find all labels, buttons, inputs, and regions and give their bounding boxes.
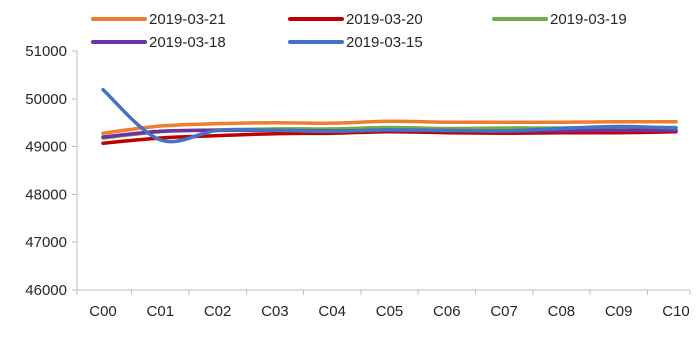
- series-lines: [101, 87, 678, 145]
- x-tick-label: C02: [204, 303, 232, 320]
- x-tick-label: C06: [433, 303, 461, 320]
- legend-label: 2019-03-15: [346, 34, 423, 51]
- x-tick-label: C10: [662, 303, 690, 320]
- x-tick-label: C04: [318, 303, 346, 320]
- legend-label: 2019-03-19: [550, 11, 627, 28]
- x-tick-label: C00: [89, 303, 117, 320]
- x-tick-label: C08: [548, 303, 576, 320]
- legend-label: 2019-03-20: [346, 11, 423, 28]
- x-tick-label: C03: [261, 303, 289, 320]
- x-tick-label: C01: [147, 303, 175, 320]
- y-tick-label: 51000: [25, 43, 67, 60]
- y-tick-label: 48000: [25, 186, 67, 203]
- y-tick-label: 49000: [25, 139, 67, 156]
- series-line-2019-03-15: [101, 87, 678, 144]
- legend-label: 2019-03-18: [149, 34, 226, 51]
- y-tick-label: 47000: [25, 234, 67, 251]
- y-tick-label: 50000: [25, 91, 67, 108]
- series-line-2019-03-21: [101, 119, 678, 135]
- axes: 46000 47000 48000 49000 50000 51000 C00 C01 C02 C…: [25, 43, 691, 320]
- y-tick-label: 46000: [25, 282, 67, 299]
- legend: 2019-03-21 2019-03-20 2019-03-19 2019-03-18…: [91, 11, 627, 51]
- x-tick-label: C05: [376, 303, 404, 320]
- x-tick-label: C09: [605, 303, 633, 320]
- x-tick-label: C07: [490, 303, 518, 320]
- legend-label: 2019-03-21: [149, 11, 226, 28]
